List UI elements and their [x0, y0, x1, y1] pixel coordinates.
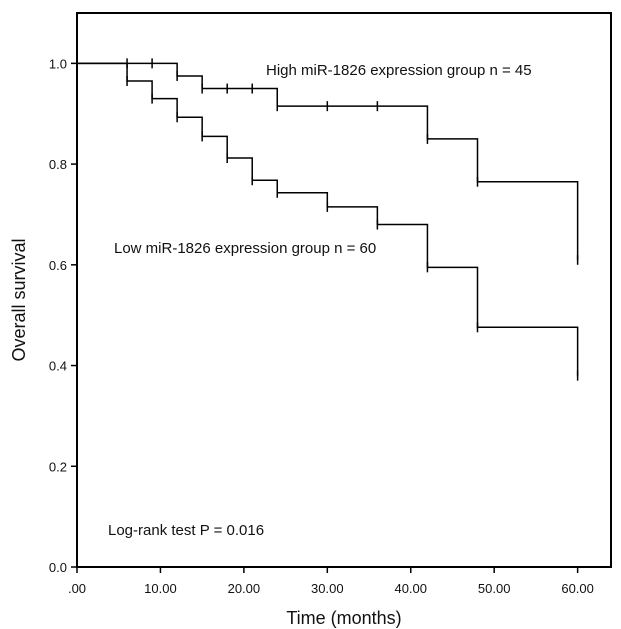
x-tick-label: 40.00 [394, 581, 427, 596]
y-tick-label: 0.6 [49, 258, 67, 273]
annotation-high-group: High miR-1826 expression group n = 45 [266, 62, 532, 79]
annotation-low-group: Low miR-1826 expression group n = 60 [114, 240, 376, 257]
x-tick-label: .00 [68, 581, 86, 596]
y-axis-ticks: 0.0 0.2 0.4 0.6 0.8 1.0 [49, 56, 77, 575]
y-axis-label: Overall survival [9, 238, 29, 361]
plot-frame [76, 12, 612, 568]
annotation-logrank: Log-rank test P = 0.016 [108, 522, 264, 539]
series-high [77, 58, 579, 265]
x-tick-label: 10.00 [144, 581, 177, 596]
x-axis-label: Time (months) [286, 608, 401, 628]
series-low [77, 62, 579, 381]
x-tick-label: 20.00 [228, 581, 261, 596]
y-tick-label: 0.8 [49, 157, 67, 172]
series-layer [77, 58, 579, 381]
x-tick-label: 60.00 [561, 581, 594, 596]
x-tick-label: 30.00 [311, 581, 344, 596]
y-tick-label: 1.0 [49, 56, 67, 71]
x-tick-label: 50.00 [478, 581, 511, 596]
y-tick-label: 0.4 [49, 359, 67, 374]
x-axis-ticks: .00 10.00 20.00 30.00 40.00 50.00 60.00 [68, 567, 594, 596]
y-tick-label: 0.0 [49, 560, 67, 575]
y-tick-label: 0.2 [49, 459, 67, 474]
